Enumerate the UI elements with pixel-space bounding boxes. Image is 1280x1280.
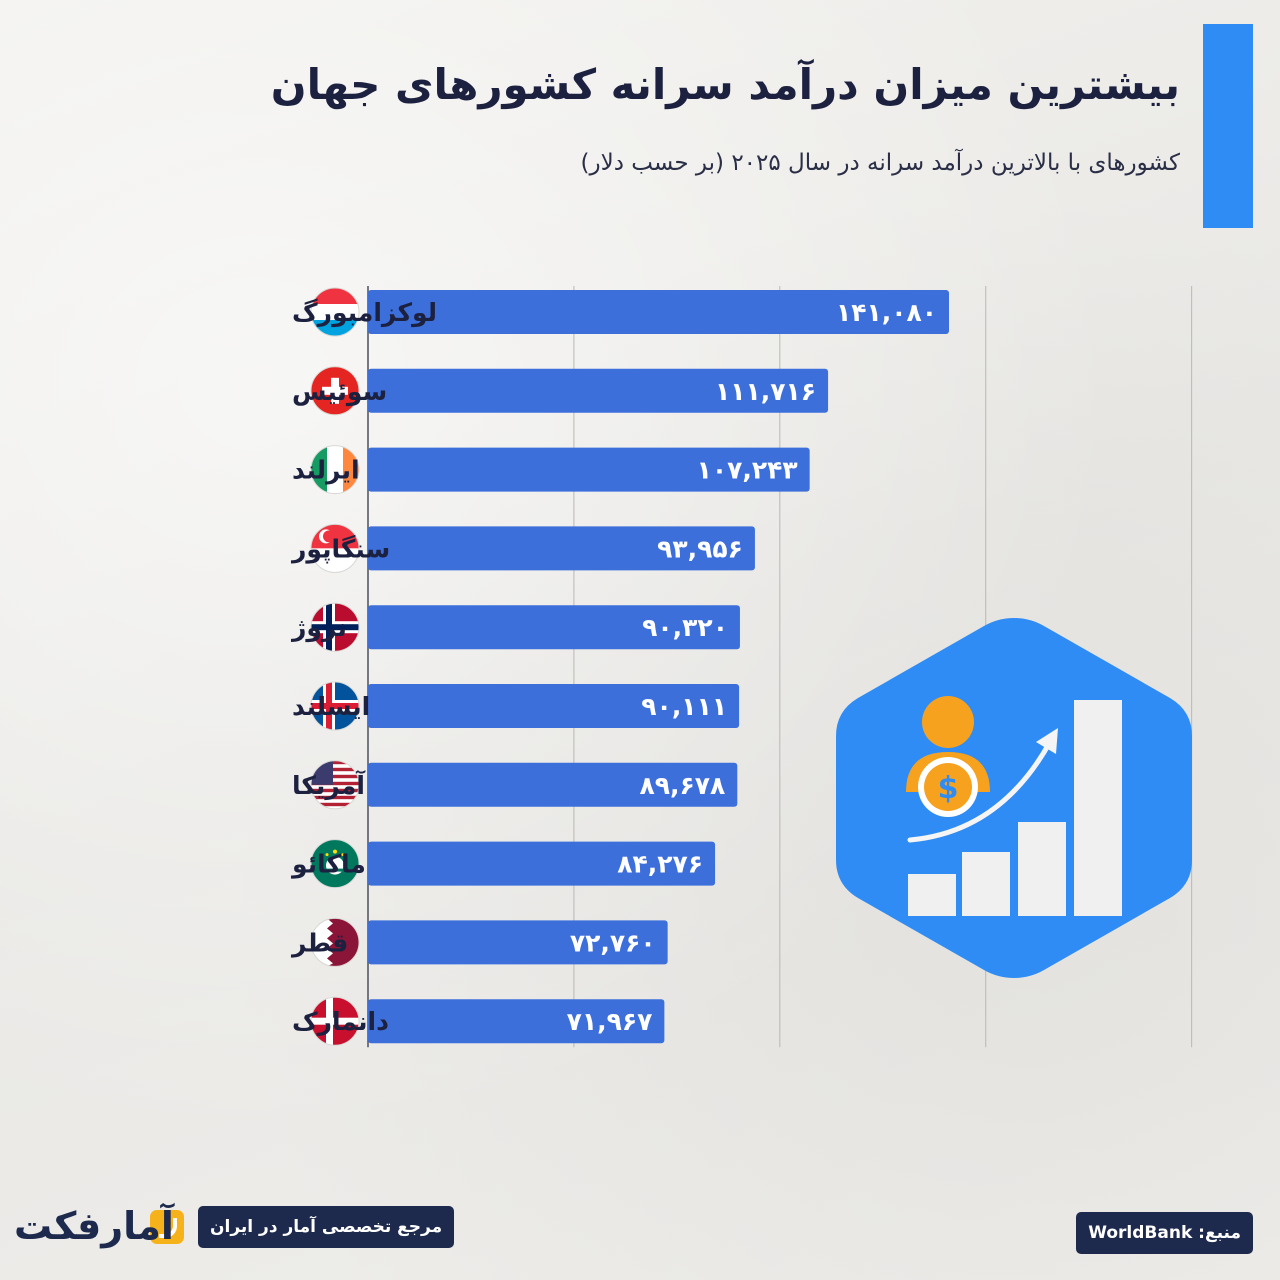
tagline-badge: مرجع تخصصی آمار در ایران xyxy=(198,1206,455,1248)
category-label: ایرلند xyxy=(292,456,360,486)
bar-value-label: ۹۰,۱۱۱ xyxy=(641,692,727,721)
bar-row: ۱۴۱,۰۸۰ لوکزامبورگ xyxy=(292,287,949,337)
bar xyxy=(368,999,665,1044)
bar-row: ۹۳,۹۵۶ سنگاپور xyxy=(290,523,755,573)
switzerland-flag xyxy=(310,366,360,416)
bar xyxy=(368,447,810,492)
bar-row: ۸۹,۶۷۸ آمریکا xyxy=(292,760,738,810)
qatar-flag xyxy=(310,917,360,967)
bar-row: ۷۲,۷۶۰ قطر xyxy=(290,917,668,967)
bar-value-label: ۹۰,۳۲۰ xyxy=(642,613,728,642)
category-label: سنگاپور xyxy=(290,534,390,564)
category-label: آمریکا xyxy=(292,770,366,801)
category-label: سوئیس xyxy=(292,377,387,407)
bar-row: ۱۰۷,۲۴۳ ایرلند xyxy=(292,445,810,495)
svg-text:$: $ xyxy=(938,771,959,806)
page-title: بیشترین میزان درآمد سرانه کشورهای جهان xyxy=(270,60,1180,109)
bar-value-label: ۸۴,۲۷۶ xyxy=(617,850,703,879)
bar xyxy=(368,841,716,886)
bar-row: ۷۱,۹۶۷ دانمارک xyxy=(292,996,665,1046)
bar-value-label: ۱۰۷,۲۴۳ xyxy=(697,456,798,485)
brand-name: آمارفکت xyxy=(14,1204,174,1248)
page-subtitle: کشورهای با بالاترین درآمد سرانه در سال ۲… xyxy=(580,150,1180,176)
category-label: ماکائو xyxy=(290,850,366,880)
bar-row: ۱۱۱,۷۱۶ سوئیس xyxy=(292,366,829,416)
category-label: نروژ xyxy=(290,613,347,643)
usa-flag xyxy=(310,760,360,810)
bar xyxy=(368,526,755,571)
bar-value-label: ۱۴۱,۰۸۰ xyxy=(836,298,937,327)
category-label: قطر xyxy=(290,928,348,958)
norway-flag xyxy=(310,602,360,652)
bar xyxy=(368,684,740,728)
accent-bar xyxy=(1203,24,1253,228)
bar xyxy=(368,368,829,413)
income-growth-icon: $ xyxy=(830,612,1198,984)
category-label: لوکزامبورگ xyxy=(292,298,437,328)
bar-value-label: ۷۲,۷۶۰ xyxy=(570,928,656,957)
bar-row: ۹۰,۳۲۰ نروژ xyxy=(290,602,740,652)
macau-flag xyxy=(310,839,360,889)
bar xyxy=(368,762,738,807)
bar xyxy=(368,290,949,334)
brand-logo-icon xyxy=(150,1210,184,1244)
bar-value-label: ۹۳,۹۵۶ xyxy=(657,534,743,563)
denmark-flag xyxy=(310,996,360,1046)
iceland-flag xyxy=(310,681,360,731)
bar-value-label: ۸۹,۶۷۸ xyxy=(640,771,726,800)
ireland-flag xyxy=(310,445,360,495)
category-label: ایسلند xyxy=(292,692,370,721)
bar-row: ۸۴,۲۷۶ ماکائو xyxy=(290,839,716,889)
bar-value-label: ۱۱۱,۷۱۶ xyxy=(715,377,816,406)
bar-row: ۹۰,۱۱۱ ایسلند xyxy=(292,681,740,731)
luxembourg-flag xyxy=(310,287,360,337)
category-label: دانمارک xyxy=(292,1007,389,1036)
bar-value-label: ۷۱,۹۶۷ xyxy=(567,1007,653,1036)
source-badge: منبع: WorldBank xyxy=(1076,1212,1253,1254)
bar xyxy=(368,920,668,965)
bar xyxy=(368,605,740,650)
